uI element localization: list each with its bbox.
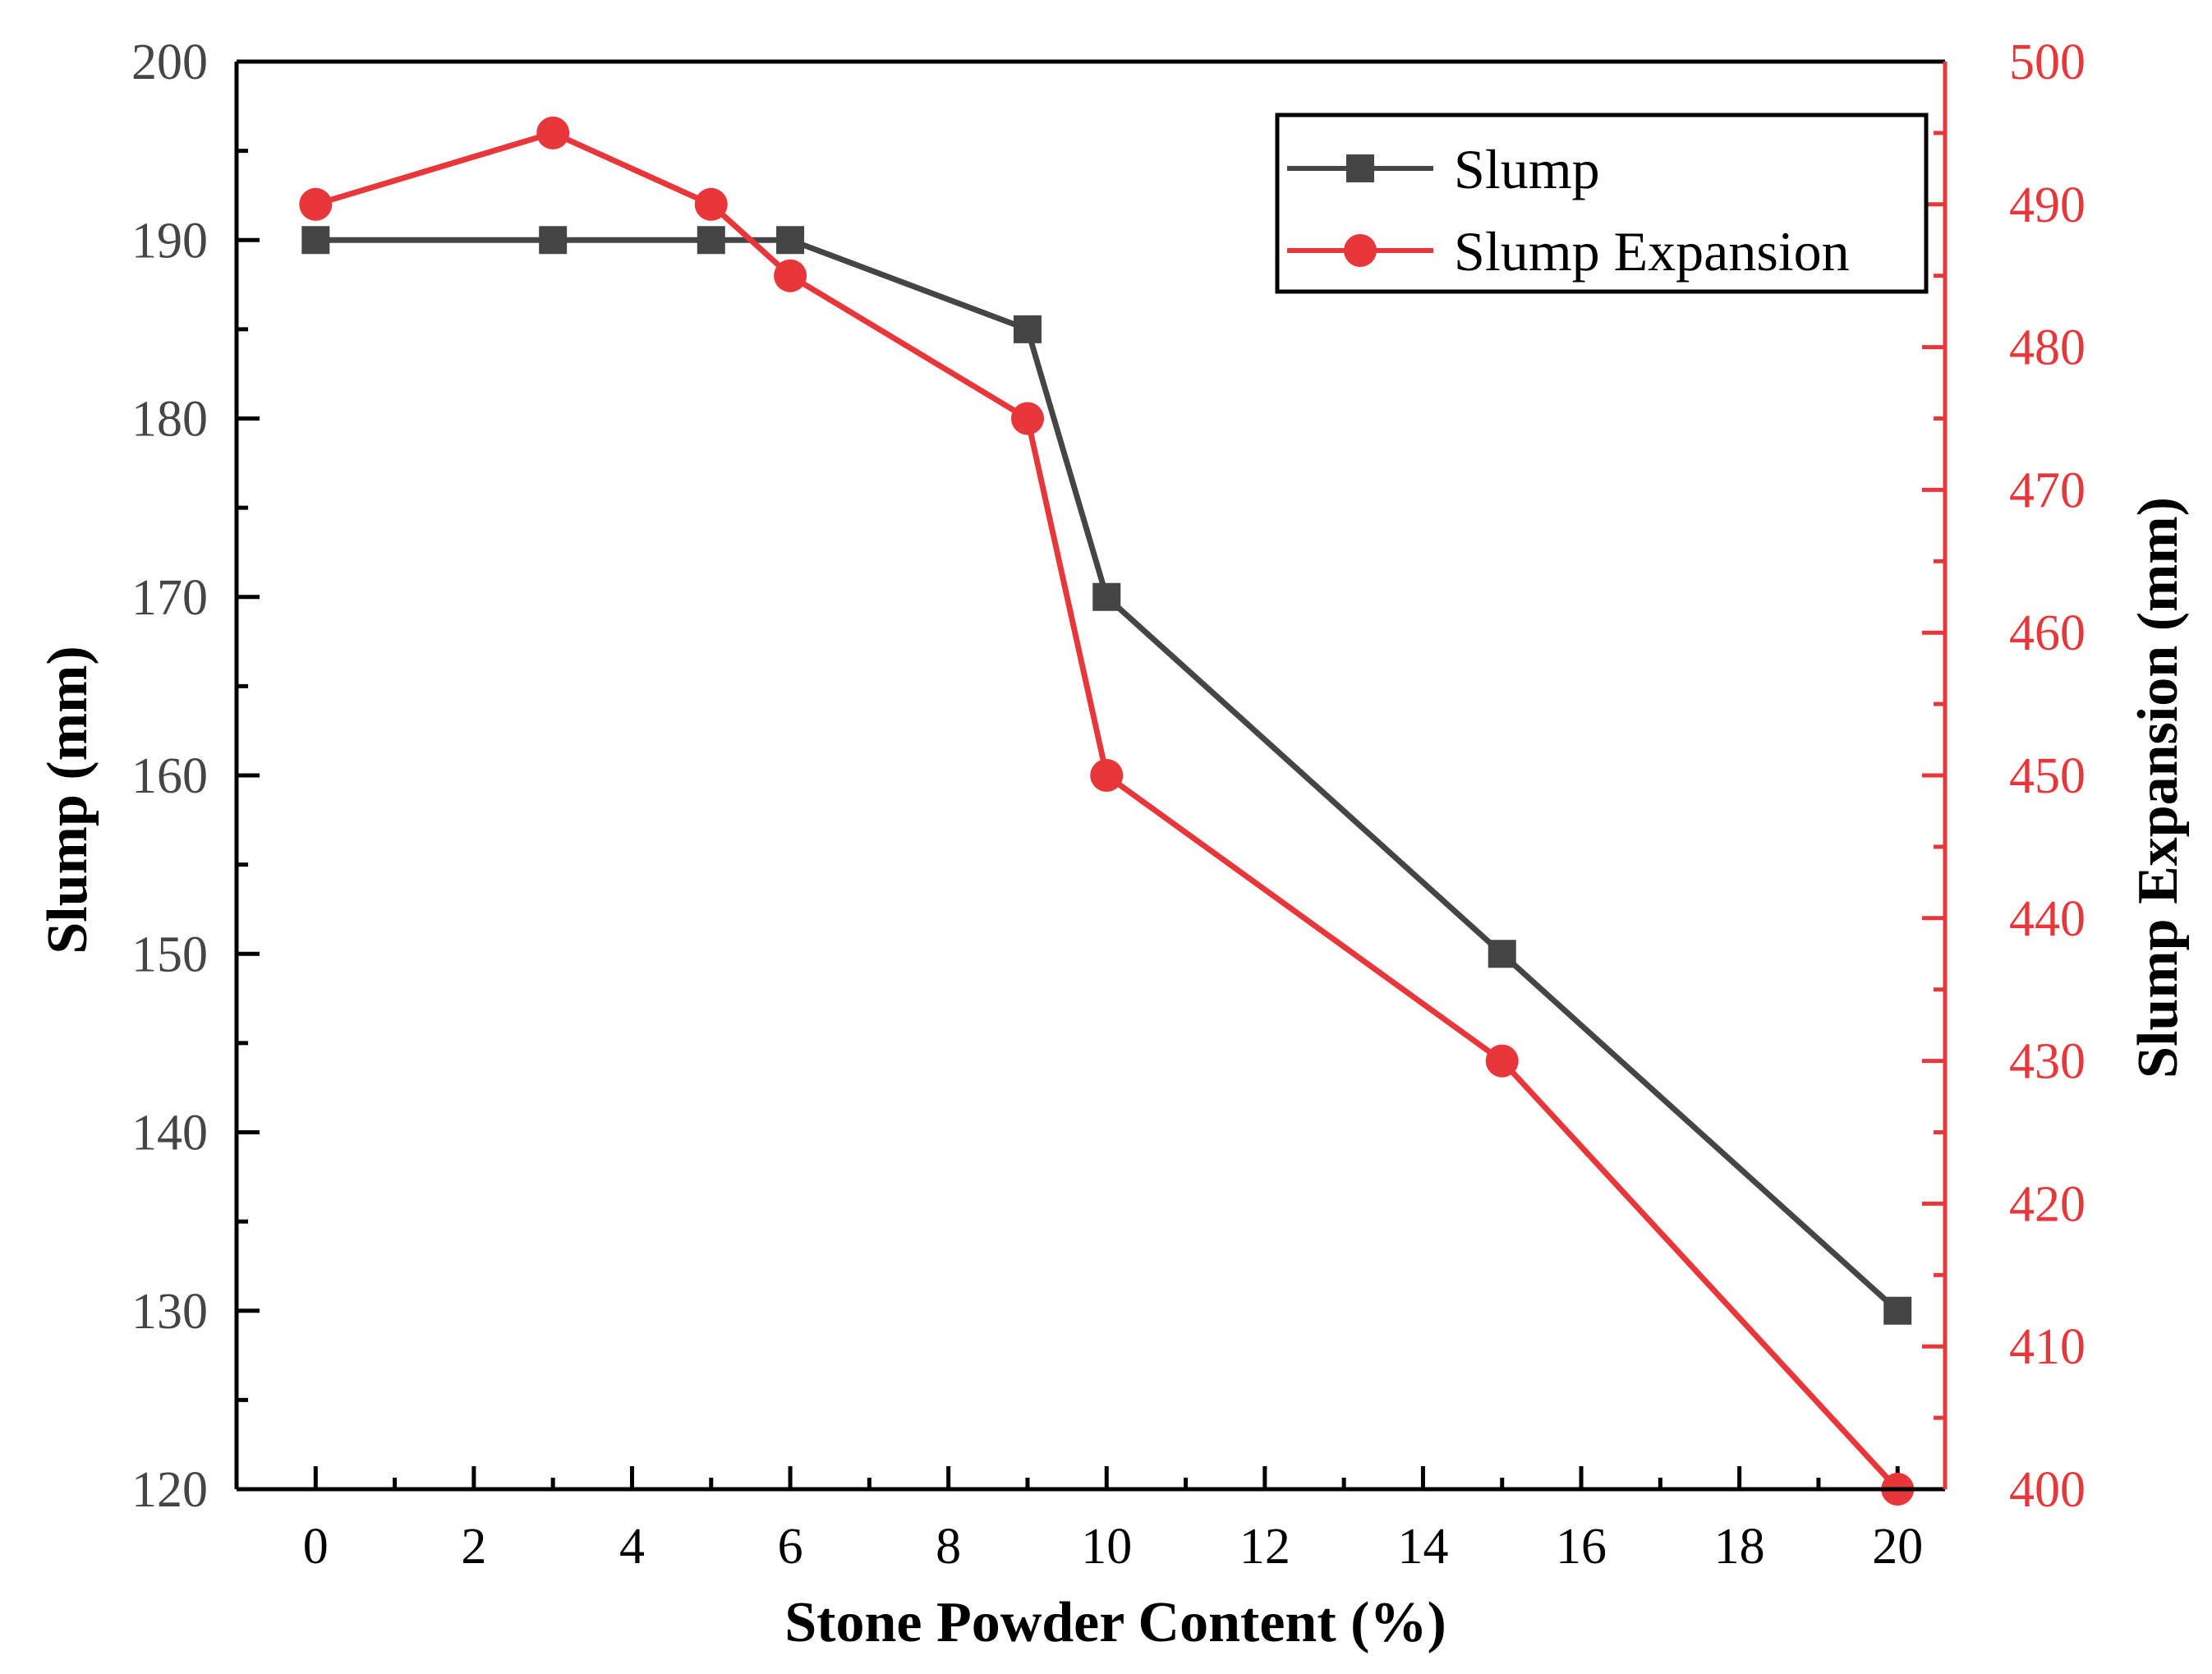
series-line-slump (315, 237, 1900, 1313)
y-axis-title: Slump (mm) (36, 646, 99, 954)
slump-point (1013, 315, 1042, 343)
slump-expansion-point (1010, 402, 1044, 435)
y2-tick-label: 430 (2009, 1034, 2086, 1090)
slump-expansion-point (694, 187, 728, 221)
y-tick-label: 140 (131, 1106, 208, 1161)
y2-tick-label: 450 (2009, 748, 2086, 804)
slump-expansion-point (536, 116, 570, 149)
y-tick-label: 190 (131, 213, 208, 269)
series-line-slump-expansion (315, 130, 1900, 1492)
y2-tick-label: 400 (2009, 1462, 2086, 1518)
y-tick-label: 180 (131, 392, 208, 448)
slump-point (1488, 940, 1516, 968)
y-tick-label: 170 (131, 570, 208, 626)
y2-tick-label: 500 (2009, 34, 2086, 90)
slump-expansion-point (1090, 759, 1124, 792)
legend-marker-slump (1346, 154, 1374, 182)
x-tick-label: 16 (1556, 1519, 1607, 1575)
slump-expansion-point (299, 187, 333, 221)
slump-point (776, 226, 805, 255)
x-tick-label: 20 (1872, 1519, 1923, 1575)
x-tick-label: 4 (619, 1519, 645, 1575)
legend: Slump Slump Expansion (1275, 113, 1929, 294)
y2-tick-label: 480 (2009, 320, 2086, 376)
y2-tick-label: 420 (2009, 1176, 2086, 1232)
slump-point (1883, 1296, 1912, 1325)
x-tick-label: 12 (1239, 1519, 1290, 1575)
axes-ticks: 0 2 4 6 8 10 12 14 16 18 20 120 130 140 150 160 170 180 19… (131, 34, 2086, 1575)
x-tick-label: 6 (778, 1519, 803, 1575)
legend-box (1275, 113, 1929, 294)
y-tick-label: 120 (131, 1462, 208, 1518)
x-tick-label: 14 (1397, 1519, 1448, 1575)
legend-label-slump: Slump (1454, 138, 1600, 200)
slump-point (301, 226, 330, 255)
y2-tick-label: 410 (2009, 1319, 2086, 1375)
y-tick-label: 150 (131, 927, 208, 982)
y2-axis-title: Slump Expansion (mm) (2127, 497, 2190, 1078)
series-layer (299, 116, 1915, 1506)
x-tick-label: 2 (461, 1519, 486, 1575)
legend-label-slump-expansion: Slump Expansion (1454, 220, 1850, 283)
y-tick-label: 160 (131, 748, 208, 804)
x-tick-label: 10 (1081, 1519, 1132, 1575)
slump-point (697, 226, 725, 255)
y2-tick-label: 440 (2009, 891, 2086, 947)
y2-tick-label: 490 (2009, 177, 2086, 233)
x-tick-label: 18 (1714, 1519, 1765, 1575)
x-tick-label: 0 (303, 1519, 329, 1575)
y-tick-label: 130 (131, 1284, 208, 1340)
slump-expansion-point (774, 259, 807, 292)
slump-point (1092, 582, 1121, 611)
x-tick-label: 8 (936, 1519, 961, 1575)
y-tick-label: 200 (131, 34, 208, 90)
slump-point (539, 226, 568, 255)
slump-expansion-point (1485, 1044, 1519, 1078)
y2-tick-label: 470 (2009, 462, 2086, 518)
y2-tick-label: 460 (2009, 605, 2086, 661)
x-axis-title: Stone Powder Content (%) (784, 1591, 1446, 1654)
legend-marker-slump-expansion (1344, 234, 1377, 267)
